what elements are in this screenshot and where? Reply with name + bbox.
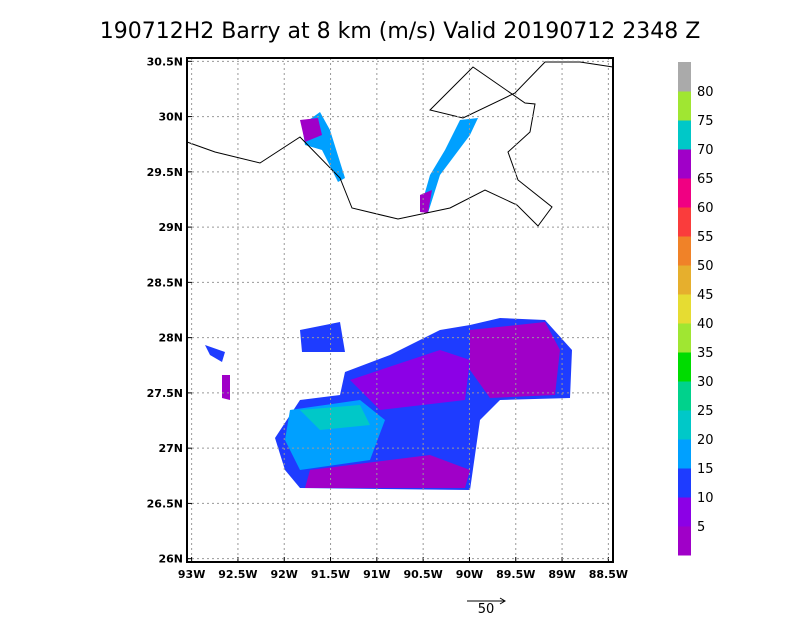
y-tick-label: 30.5N: [147, 55, 183, 68]
colorbar-segment: [678, 352, 691, 382]
y-tick-label: 26N: [158, 553, 183, 566]
reference-label: 50: [478, 602, 495, 617]
colorbar-segment: [678, 120, 691, 150]
y-tick-label: 28N: [158, 332, 183, 345]
colorbar-label: 65: [697, 172, 714, 187]
colorbar-segment: [678, 497, 691, 527]
colorbar-segment: [678, 178, 691, 208]
colorbar-label: 15: [697, 462, 714, 477]
y-tick-label: 29N: [158, 221, 183, 234]
y-tick-label: 26.5N: [147, 497, 183, 510]
colorbar-segment: [678, 207, 691, 237]
coastline: [186, 61, 614, 227]
x-tick-label: 92.5W: [218, 568, 257, 581]
x-tick-label: 88.5W: [589, 568, 628, 581]
x-tick-label: 90.5W: [404, 568, 443, 581]
colorbar-label: 45: [697, 288, 714, 303]
colorbar-label: 60: [697, 201, 714, 216]
y-tick-label: 27N: [158, 442, 183, 455]
x-tick-label: 89W: [548, 568, 575, 581]
colorbar-segment: [678, 91, 691, 121]
colorbar-segment: [678, 381, 691, 411]
wind-field: [205, 112, 572, 490]
colorbar-segment: [678, 265, 691, 295]
colorbar-segment: [678, 439, 691, 469]
colorbar-segment: [678, 410, 691, 440]
colorbar-segment: [678, 468, 691, 498]
x-tick-label: 89.5W: [496, 568, 535, 581]
colorbar-label: 10: [697, 491, 714, 506]
colorbar-segment: [678, 526, 691, 556]
colorbar-label: 80: [697, 85, 714, 100]
colorbar-segment: [678, 149, 691, 179]
x-tick-label: 93W: [178, 568, 205, 581]
reference-arrowhead: [499, 597, 506, 605]
y-tick-label: 29.5N: [147, 166, 183, 179]
colorbar-label: 50: [697, 259, 714, 274]
colorbar-label: 75: [697, 114, 714, 129]
x-tick-label: 90W: [456, 568, 483, 581]
colorbar-segment: [678, 323, 691, 353]
x-tick-label: 91W: [363, 568, 390, 581]
colorbar-label: 30: [697, 375, 714, 390]
y-tick-label: 27.5N: [147, 387, 183, 400]
colorbar-segment: [678, 294, 691, 324]
colorbar-label: 25: [697, 404, 714, 419]
y-tick-label: 28.5N: [147, 276, 183, 289]
colorbar-label: 20: [697, 433, 714, 448]
colorbar-label: 35: [697, 346, 714, 361]
colorbar-label: 55: [697, 230, 714, 245]
title: 190712H2 Barry at 8 km (m/s) Valid 20190…: [100, 19, 701, 44]
map-frame: [186, 57, 614, 563]
x-tick-label: 91.5W: [311, 568, 350, 581]
colorbar-segment: [678, 236, 691, 266]
colorbar-label: 5: [697, 520, 705, 535]
colorbar-segment: [678, 62, 691, 92]
colorbar-label: 70: [697, 143, 714, 158]
colorbar-label: 40: [697, 317, 714, 332]
x-tick-label: 92W: [271, 568, 298, 581]
y-tick-label: 30N: [158, 111, 183, 124]
